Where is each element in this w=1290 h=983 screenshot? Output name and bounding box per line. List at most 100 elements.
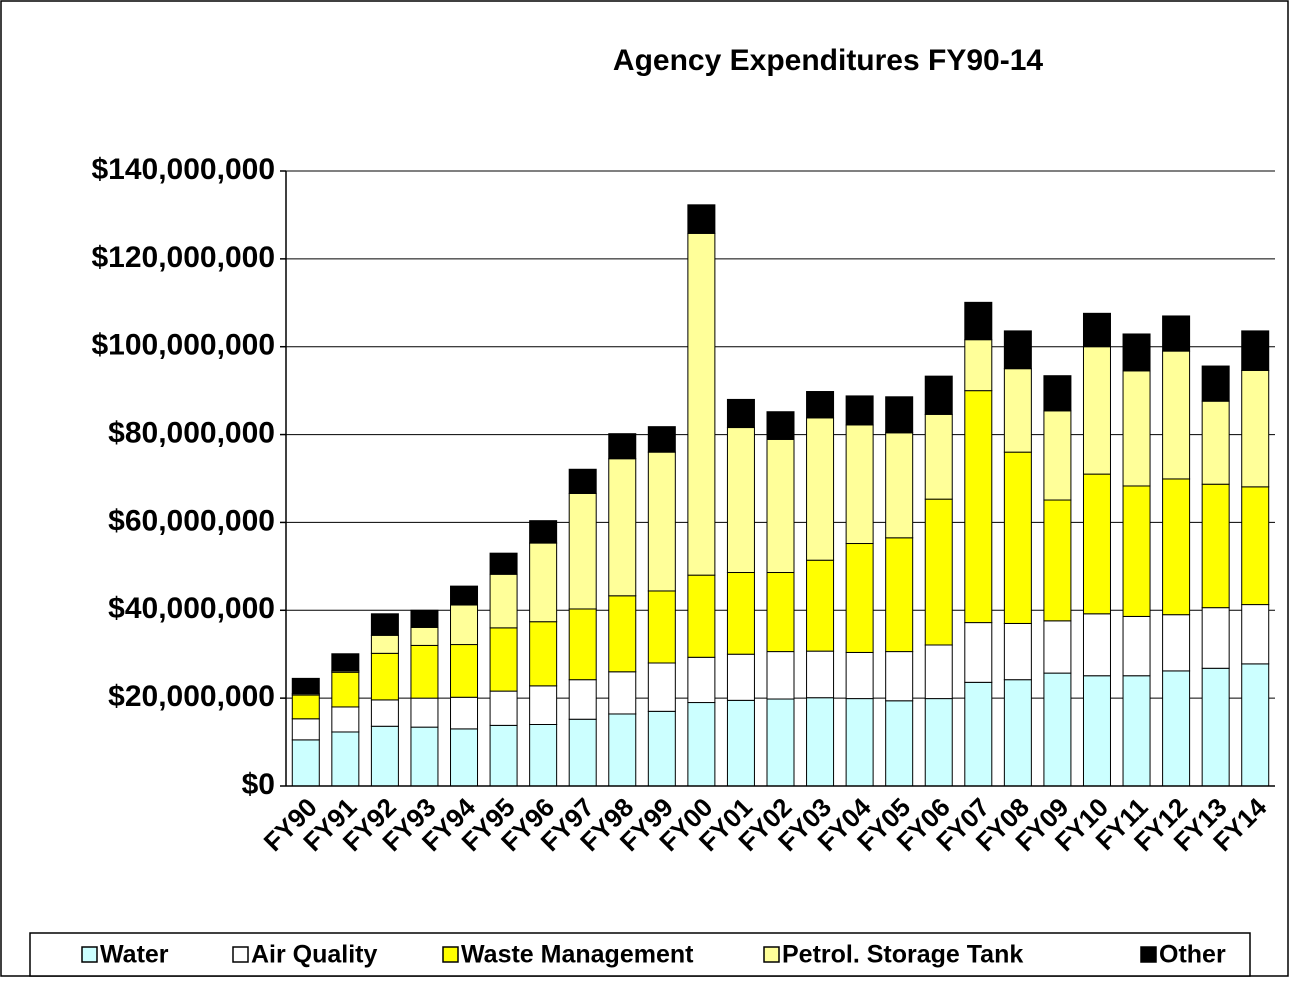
y-tick-label: $60,000,000 xyxy=(108,504,275,537)
legend-label: Other xyxy=(1159,941,1226,969)
bar-segment xyxy=(964,339,993,392)
bar-segment xyxy=(1003,330,1032,370)
bar-segment xyxy=(766,411,795,440)
bar-segment xyxy=(964,622,993,683)
bar-segment xyxy=(331,731,360,787)
bar-segment xyxy=(489,552,518,575)
y-tick-label: $140,000,000 xyxy=(91,153,275,186)
bar-segment xyxy=(1201,400,1230,485)
bar-segment xyxy=(726,653,755,701)
bar-segment xyxy=(766,651,795,700)
legend-label: Air Quality xyxy=(251,941,378,969)
bar-segment xyxy=(1043,375,1072,412)
bar-segment xyxy=(1082,346,1111,475)
bar-segment xyxy=(885,700,914,787)
bar-segment xyxy=(529,685,558,725)
bar-segment xyxy=(1201,483,1230,609)
bar-segment xyxy=(726,398,755,429)
bar-segment xyxy=(489,573,518,629)
bar-segment xyxy=(450,644,479,698)
bar-segment xyxy=(608,433,637,460)
bar-segment xyxy=(1162,315,1191,352)
bar-segment xyxy=(1122,333,1151,372)
bar-segment xyxy=(331,671,360,708)
bar-segment xyxy=(568,468,597,494)
bar-segment xyxy=(1003,368,1032,453)
bar-segment xyxy=(1043,410,1072,501)
bar-segment xyxy=(806,650,835,699)
bar-segment xyxy=(489,627,518,692)
bar-segment xyxy=(608,713,637,787)
bar-segment xyxy=(1241,369,1270,488)
bar-segment xyxy=(845,395,874,426)
y-tick-label: $100,000,000 xyxy=(91,329,275,362)
bar-segment xyxy=(924,375,953,415)
bar-segment xyxy=(568,718,597,787)
bar-segment xyxy=(1241,663,1270,787)
y-tick-label: $120,000,000 xyxy=(91,241,275,274)
legend-swatch xyxy=(1140,946,1157,963)
bar-segment xyxy=(410,609,439,628)
bar-segment xyxy=(1082,473,1111,615)
y-tick-label: $80,000,000 xyxy=(108,416,275,449)
bar-segment xyxy=(450,604,479,646)
bar-segment xyxy=(568,679,597,720)
bar-segment xyxy=(1241,486,1270,606)
bar-segment xyxy=(1162,670,1191,787)
bar-segment xyxy=(924,698,953,787)
y-tick-label: $20,000,000 xyxy=(108,680,275,713)
bar-segment xyxy=(647,426,676,453)
bar-segment xyxy=(291,677,320,695)
bar-segment xyxy=(410,726,439,787)
bar-segment xyxy=(647,590,676,664)
bar-segment xyxy=(529,520,558,544)
bar-segment xyxy=(885,537,914,653)
y-tick-label: $0 xyxy=(242,768,275,801)
bar-segment xyxy=(726,572,755,655)
bar-segment xyxy=(964,301,993,341)
bar-segment xyxy=(806,391,835,419)
bar-segment xyxy=(1122,370,1151,487)
legend-label: Waste Management xyxy=(461,941,694,969)
bar-segment xyxy=(885,396,914,434)
bar-segment xyxy=(647,710,676,787)
bar-segment xyxy=(1122,615,1151,677)
bar-segment xyxy=(806,697,835,787)
bar-segment xyxy=(1162,614,1191,672)
bar-segment xyxy=(766,438,795,574)
bar-segment xyxy=(529,724,558,787)
bar-segment xyxy=(885,432,914,539)
bar-segment xyxy=(845,543,874,653)
bar-segment xyxy=(331,706,360,733)
bar-segment xyxy=(450,585,479,606)
bar-segment xyxy=(410,644,439,699)
y-tick-label: $40,000,000 xyxy=(108,592,275,625)
bar-segment xyxy=(885,651,914,702)
bar-segment xyxy=(1201,607,1230,669)
bar-segment xyxy=(766,572,795,653)
bar-segment xyxy=(529,542,558,623)
bar-segment xyxy=(1241,604,1270,665)
bar-segment xyxy=(331,653,360,672)
bar-segment xyxy=(687,574,716,658)
bar-segment xyxy=(806,559,835,652)
legend-swatch xyxy=(442,946,459,963)
bar-segment xyxy=(291,718,320,741)
bar-segment xyxy=(1122,675,1151,787)
bar-segment xyxy=(924,644,953,700)
bar-segment xyxy=(291,739,320,787)
bar-segment xyxy=(568,492,597,610)
bar-segment xyxy=(489,724,518,787)
legend-label: Petrol. Storage Tank xyxy=(782,941,1023,969)
bar-segment xyxy=(647,451,676,592)
bar-segment xyxy=(291,694,320,720)
bar-segment xyxy=(687,702,716,787)
bar-segment xyxy=(1003,679,1032,787)
bar-segment xyxy=(370,699,399,727)
bar-segment xyxy=(1043,499,1072,622)
bar-segment xyxy=(647,662,676,712)
bar-segment xyxy=(370,725,399,787)
bar-segment xyxy=(845,698,874,787)
